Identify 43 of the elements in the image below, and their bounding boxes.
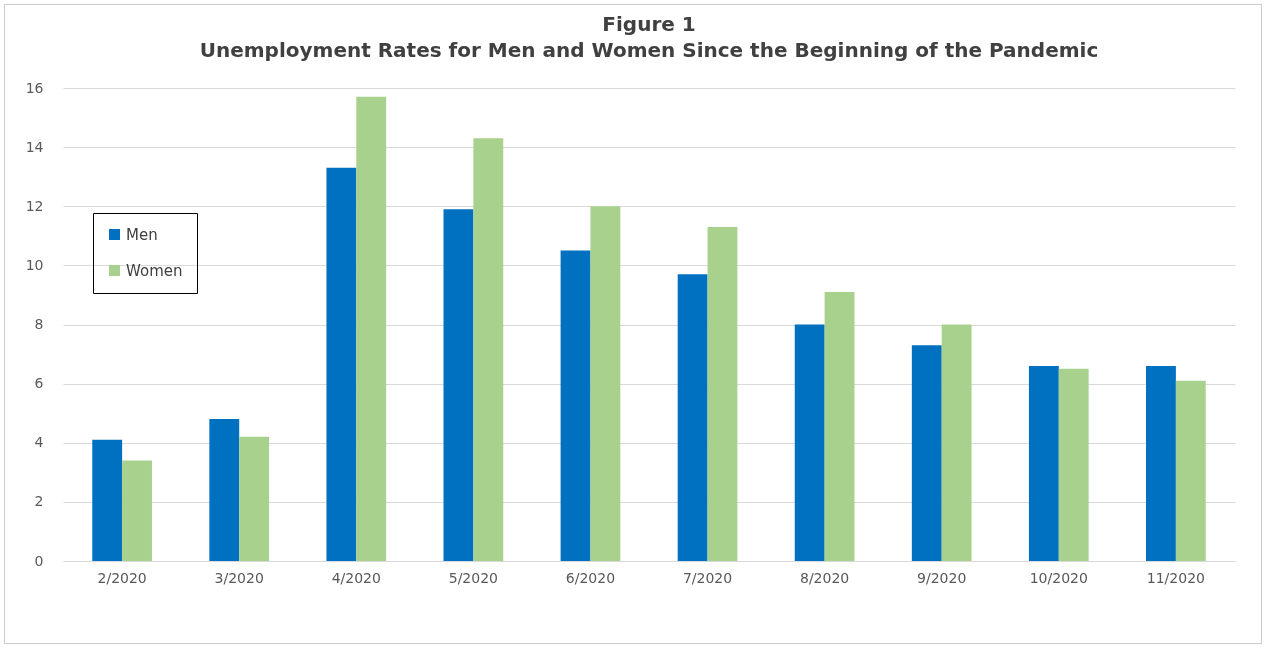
y-tick-label: 6 <box>34 375 44 392</box>
bar <box>560 250 591 561</box>
bar <box>677 274 708 561</box>
x-tick-label: 4/2020 <box>331 569 381 586</box>
x-tick-label: 10/2020 <box>1029 569 1088 586</box>
bar <box>473 138 504 561</box>
bar <box>122 460 152 561</box>
y-tick-label: 10 <box>25 256 44 273</box>
legend-label: Women <box>126 261 183 280</box>
x-tick-label: 9/2020 <box>917 569 967 586</box>
bar <box>911 345 942 561</box>
x-tick-label: 3/2020 <box>214 569 264 586</box>
bar <box>92 439 123 561</box>
x-tick-label: 8/2020 <box>799 569 850 586</box>
bar <box>590 206 621 561</box>
bar <box>239 436 270 561</box>
y-tick-label: 0 <box>34 552 44 569</box>
bar <box>1028 365 1059 561</box>
y-tick-label: 12 <box>25 197 44 214</box>
bar <box>794 324 825 561</box>
y-tick-label: 14 <box>25 138 44 155</box>
chart-title: Figure 1 <box>602 12 696 36</box>
y-tick-label: 4 <box>34 434 44 451</box>
chart-subtitle: Unemployment Rates for Men and Women Since the Beginning of the Pandemic <box>199 38 1099 62</box>
x-tick-label: 2/2020 <box>97 569 147 586</box>
bar <box>326 167 357 561</box>
bar <box>209 419 240 561</box>
bar <box>941 324 972 561</box>
bar <box>707 226 738 561</box>
x-tick-label: 11/2020 <box>1146 569 1205 586</box>
bar <box>443 209 474 561</box>
y-tick-label: 16 <box>25 79 44 96</box>
x-tick-label: 7/2020 <box>682 569 733 586</box>
y-tick-label: 8 <box>34 316 44 332</box>
bar <box>1058 368 1089 561</box>
bar <box>1175 380 1206 561</box>
x-tick-label: 5/2020 <box>448 569 499 586</box>
y-tick-label: 2 <box>34 493 44 510</box>
bar <box>356 96 387 561</box>
bar <box>1146 365 1176 561</box>
x-tick-label: 6/2020 <box>565 569 616 586</box>
legend-label: Men <box>126 225 158 244</box>
bar <box>824 291 855 561</box>
